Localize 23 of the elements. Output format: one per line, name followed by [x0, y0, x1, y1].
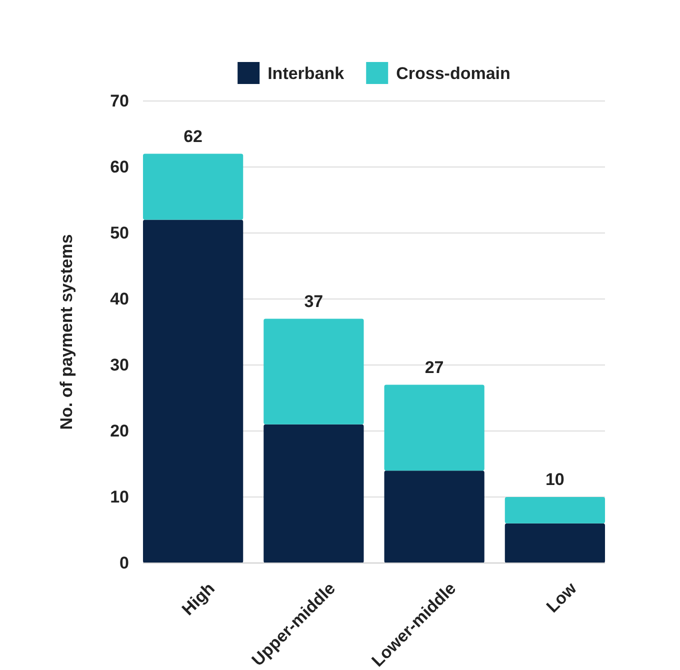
bar	[504, 497, 605, 524]
legend-label: Cross-domain	[396, 64, 510, 83]
bar	[504, 523, 605, 563]
bar	[143, 154, 244, 220]
y-tick-label: 20	[110, 421, 129, 440]
bar	[384, 384, 484, 471]
total-label: 27	[424, 358, 444, 377]
legend-label: Interbank	[268, 64, 345, 83]
bar	[264, 318, 364, 424]
y-tick-label: 10	[110, 487, 129, 506]
y-tick-label: 30	[110, 355, 129, 374]
total-label: 62	[184, 126, 203, 146]
bar	[384, 470, 484, 563]
y-tick-label: 50	[110, 223, 129, 242]
y-tick-label: 0	[120, 553, 129, 572]
total-label: 10	[545, 470, 564, 489]
bar	[264, 424, 364, 563]
y-tick-label: 40	[110, 289, 129, 308]
bar	[143, 220, 244, 563]
y-axis-title: No. of payment systems	[57, 234, 76, 430]
y-tick-label: 60	[110, 157, 129, 176]
y-tick-label: 70	[110, 91, 129, 110]
total-label: 37	[304, 292, 324, 311]
